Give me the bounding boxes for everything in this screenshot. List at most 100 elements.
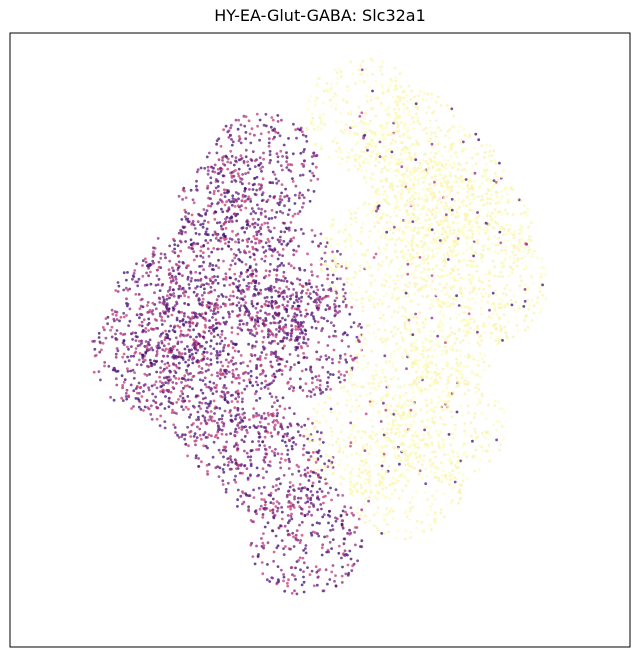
cell-point — [254, 241, 257, 245]
cell-point — [192, 328, 196, 332]
cell-point — [493, 308, 497, 312]
cell-point — [501, 195, 504, 199]
cell-point — [264, 112, 268, 116]
cell-point — [238, 421, 242, 424]
cell-point — [342, 537, 346, 541]
cell-point — [284, 325, 287, 329]
cell-point — [148, 358, 152, 362]
cell-point — [486, 187, 490, 191]
cell-point — [339, 252, 342, 256]
cell-point — [499, 270, 503, 274]
cell-point — [267, 144, 271, 148]
cell-point — [137, 405, 141, 409]
cell-point — [408, 383, 412, 387]
cell-point — [413, 152, 417, 156]
cell-point — [451, 391, 455, 394]
cell-point — [216, 360, 219, 364]
cell-point — [426, 340, 430, 343]
cell-point — [234, 443, 238, 446]
cell-point — [336, 493, 340, 497]
cell-point — [239, 123, 243, 127]
cell-point — [368, 129, 372, 133]
cell-point — [477, 287, 481, 291]
cell-point — [294, 325, 298, 328]
cell-point — [316, 297, 319, 301]
cell-point — [248, 188, 251, 191]
cell-point — [279, 482, 282, 486]
cell-point — [252, 294, 255, 298]
cell-point — [187, 283, 191, 286]
cell-point — [281, 339, 285, 343]
cell-point — [398, 72, 402, 76]
cell-point — [260, 329, 264, 333]
cell-point — [473, 219, 476, 223]
cell-point — [226, 457, 230, 460]
cell-point — [272, 419, 276, 422]
cell-point — [334, 519, 338, 523]
cell-point — [157, 265, 161, 269]
cell-point — [322, 101, 325, 104]
cell-point — [242, 160, 246, 163]
cell-point — [303, 355, 306, 359]
cell-point — [223, 368, 226, 372]
cell-point — [215, 356, 219, 360]
cell-point — [202, 357, 206, 361]
cell-point — [403, 125, 406, 129]
cell-point — [497, 251, 500, 255]
cell-point — [453, 180, 456, 184]
cell-point — [326, 273, 330, 277]
cell-point — [221, 233, 225, 237]
cell-point — [236, 204, 240, 208]
cell-point — [286, 584, 290, 588]
cell-point — [247, 371, 250, 375]
cell-point — [227, 370, 231, 374]
cell-point — [386, 383, 390, 387]
cell-point — [233, 406, 237, 409]
cell-point — [455, 317, 458, 320]
cell-point — [406, 126, 410, 130]
cell-point — [352, 321, 356, 325]
cell-point — [266, 563, 269, 566]
cell-point — [480, 299, 484, 303]
cell-point — [396, 327, 400, 331]
cell-point — [370, 138, 374, 142]
cell-point — [451, 185, 454, 189]
cell-point — [271, 250, 275, 253]
cell-point — [222, 386, 226, 389]
cell-point — [122, 380, 126, 384]
cell-point — [277, 305, 280, 309]
cell-point — [419, 408, 423, 411]
cell-point — [171, 276, 175, 280]
cell-point — [392, 170, 396, 173]
cell-point — [468, 135, 472, 139]
cell-point — [422, 188, 426, 191]
cell-point — [168, 370, 172, 374]
cell-point — [166, 354, 170, 358]
cell-point — [224, 226, 228, 230]
cell-point — [164, 256, 167, 260]
cell-point — [315, 293, 319, 297]
cell-point — [135, 313, 139, 317]
cell-point — [252, 210, 255, 213]
cell-point — [334, 584, 338, 588]
cell-point — [456, 168, 460, 171]
cell-point — [395, 115, 399, 119]
cell-point — [201, 391, 205, 395]
cell-point — [401, 337, 404, 341]
cell-point — [237, 238, 240, 241]
cell-point — [253, 176, 257, 180]
cell-point — [438, 282, 442, 286]
cell-point — [114, 377, 118, 381]
cell-point — [186, 345, 189, 348]
cell-point — [285, 155, 288, 158]
cell-point — [288, 422, 292, 425]
cell-point — [346, 156, 350, 159]
cell-point — [162, 344, 166, 348]
cell-point — [469, 282, 473, 285]
cell-point — [404, 316, 408, 319]
cell-point — [219, 224, 223, 228]
cell-point — [335, 277, 339, 281]
cell-point — [221, 414, 224, 418]
cell-point — [236, 498, 240, 501]
cell-point — [473, 301, 477, 304]
